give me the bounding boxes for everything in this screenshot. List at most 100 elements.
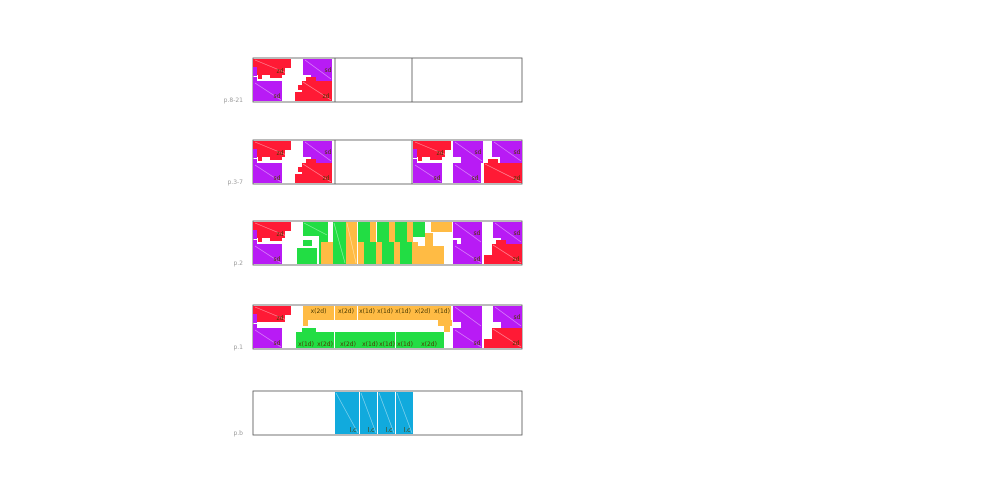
block: [370, 222, 376, 242]
block-label: x(2d): [415, 308, 431, 315]
block-label: zd: [513, 256, 520, 263]
block-label: zd: [513, 340, 520, 347]
block: [270, 75, 282, 78]
row-label-pb: p.b: [233, 430, 243, 437]
block: [413, 149, 417, 158]
block: [501, 322, 522, 328]
block-label: sd: [474, 256, 481, 263]
block: [335, 306, 357, 320]
block: [303, 240, 312, 246]
block-label: sd: [474, 340, 481, 347]
block: [453, 141, 483, 157]
block: [253, 150, 285, 157]
block-diagonal: [454, 245, 482, 264]
block-label: zd: [277, 150, 284, 157]
block-diagonal: [333, 222, 346, 264]
block: [303, 320, 308, 326]
block: [311, 157, 332, 163]
row-frame: [252, 57, 523, 103]
block-label: zd: [277, 231, 284, 238]
block-diagonal: [304, 141, 332, 162]
block: [461, 157, 483, 163]
block: [492, 141, 522, 157]
block-diagonal: [254, 164, 282, 183]
block-diagonal: [335, 392, 359, 434]
block-layer: zd sd sd zd zd sd sd zd zd sd sd sd sd zd zd sd sd sd sd zd…: [253, 59, 522, 434]
block-label: x(1d): [298, 341, 314, 348]
block: [253, 222, 291, 231]
block: [253, 67, 257, 76]
block: [358, 222, 370, 242]
block-diagonal: [492, 244, 522, 264]
block: [488, 159, 498, 164]
block: [461, 238, 482, 244]
block: [306, 159, 316, 164]
block: [253, 231, 285, 238]
block-diagonal: [494, 306, 522, 327]
block-diagonal: [254, 306, 290, 322]
block: [430, 157, 442, 160]
block-label: zd: [514, 175, 521, 182]
block: [306, 77, 316, 82]
block-label: x(1d): [434, 308, 450, 315]
block-label: sd: [325, 149, 332, 156]
block: [418, 246, 444, 264]
block: [501, 238, 522, 244]
block: [413, 222, 425, 237]
block: [394, 306, 412, 320]
block-diagonal: [304, 59, 332, 80]
block-label: sd: [514, 149, 521, 156]
block-label: x(2d): [317, 341, 333, 348]
block: [253, 324, 257, 330]
block: [400, 242, 412, 264]
block: [253, 240, 257, 246]
block: [316, 332, 334, 348]
block-label: x(2d): [340, 341, 356, 348]
block-label: x(1d): [397, 341, 413, 348]
block-label: x(1d): [395, 308, 411, 315]
block: [335, 332, 361, 348]
block-label: zd: [437, 150, 444, 157]
block-label: x(2d): [421, 341, 437, 348]
block: [253, 59, 291, 68]
block-label: sd: [434, 175, 441, 182]
block: [493, 306, 522, 322]
block-diagonal: [494, 222, 522, 243]
block-diagonal: [303, 222, 328, 236]
block: [377, 222, 389, 242]
block: [433, 306, 451, 320]
block-diagonal: [378, 392, 395, 434]
block: [253, 141, 291, 150]
block: [258, 238, 262, 242]
block-label: x(1d): [377, 308, 393, 315]
block-diagonal: [302, 163, 332, 183]
block-label: sd: [474, 230, 481, 237]
row-label-p2: p.2: [233, 260, 243, 267]
block-label: sd: [514, 314, 521, 321]
block-diagonal: [454, 141, 483, 162]
row-label-p3-7: p.3-7: [227, 179, 243, 186]
block-diagonal: [414, 164, 442, 183]
block: [418, 157, 422, 161]
block: [500, 157, 522, 163]
block: [382, 242, 394, 264]
block: [412, 306, 433, 320]
block-diagonal: [302, 81, 332, 101]
block: [303, 59, 332, 75]
block-label: sd: [274, 256, 281, 263]
block: [444, 326, 450, 332]
block: [253, 68, 285, 75]
row-label-p8-21: p.8-21: [224, 97, 244, 104]
block: [258, 157, 262, 161]
block: [412, 242, 418, 264]
block: [484, 255, 522, 264]
block: [453, 306, 482, 322]
block: [379, 332, 395, 348]
block: [484, 339, 522, 348]
block-label: x(2d): [338, 308, 354, 315]
block-label: x(2d): [311, 308, 327, 315]
block: [413, 159, 417, 165]
block-label: l.c: [368, 427, 375, 434]
block-diagonal: [360, 392, 377, 434]
block-diagonal: [492, 328, 522, 348]
